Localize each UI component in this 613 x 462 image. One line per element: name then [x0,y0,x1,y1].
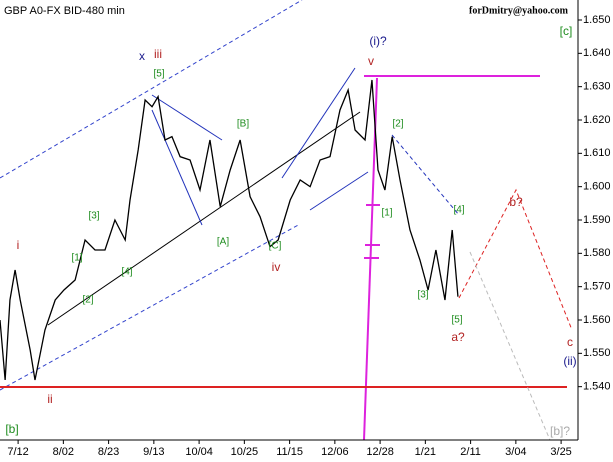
projection [469,251,551,441]
wave-label: [3] [88,211,99,222]
wave-label: c [567,335,573,349]
x-tick-label: 12/06 [321,446,349,458]
wave-label: [c] [560,24,573,38]
channel-mid [47,111,361,326]
trend-line [151,94,223,141]
chart-title: GBP A0-FX BID-480 min [4,5,125,17]
x-tick-label: 10/04 [185,446,213,458]
wave-label: [5] [153,69,164,80]
wave-label: [b] [5,422,18,436]
x-tick-label: 1/21 [415,446,436,458]
trend-line [281,67,356,179]
x-tick-label: 9/13 [143,446,164,458]
wave-label: i [17,238,20,252]
wave-label: [2] [82,295,93,306]
wave-label: [B] [237,119,249,130]
watermark: forDmitry@yahoo.com [469,5,569,16]
y-tick-label: 1.610 [583,147,611,159]
x-tick-label: 8/23 [98,446,119,458]
x-tick-label: 2/11 [460,446,481,458]
y-tick-label: 1.550 [583,347,611,359]
y-tick-label: 1.600 [583,181,611,193]
x-tick-label: 3/04 [505,446,526,458]
y-tick-label: 1.590 [583,214,611,226]
projection [458,188,573,331]
x-tick-label: 3/25 [550,446,571,458]
y-tick-label: 1.630 [583,81,611,93]
x-tick-label: 11/15 [276,446,303,458]
y-tick-label: 1.540 [583,381,611,393]
x-tick-label: 12/28 [366,446,394,458]
wave-label: x [139,49,145,63]
y-tick-label: 1.640 [583,47,611,59]
wave-label: [3] [417,290,428,301]
x-tick-label: 10/25 [231,446,259,458]
wave-label: a? [451,330,465,344]
y-tick-label: 1.650 [583,14,611,26]
wave-label: [5] [451,315,462,326]
wave-label: [1] [71,253,82,264]
wave-label: iv [272,260,281,274]
wave-label: [2] [392,119,403,130]
wave-label: v [368,54,374,68]
wave-label: [C] [269,241,282,252]
y-tick-label: 1.580 [583,247,611,259]
x-tick-label: 7/12 [7,446,28,458]
y-tick-label: 1.620 [583,114,611,126]
wave-label: b? [509,195,523,209]
wave-label: (i)? [369,34,387,48]
overlays [0,0,573,441]
wave-label: [4] [453,205,464,216]
trend-line [309,171,369,211]
price-line [0,79,459,381]
y-tick-label: 1.560 [583,314,611,326]
trend-line [151,109,203,226]
y-tick-label: 1.570 [583,281,611,293]
wave-label: ii [47,392,52,406]
wave-label: [A] [217,237,229,248]
channel-lower [0,223,301,391]
x-tick-label: 8/02 [53,446,74,458]
wave-label: [b]? [550,424,570,438]
wave-label: iii [154,47,162,61]
wave-label: [1] [381,208,392,219]
wave-label: (ii) [563,354,576,368]
channel-upper [0,0,303,179]
trend-line [391,134,460,216]
wave-label: [4] [121,267,132,278]
